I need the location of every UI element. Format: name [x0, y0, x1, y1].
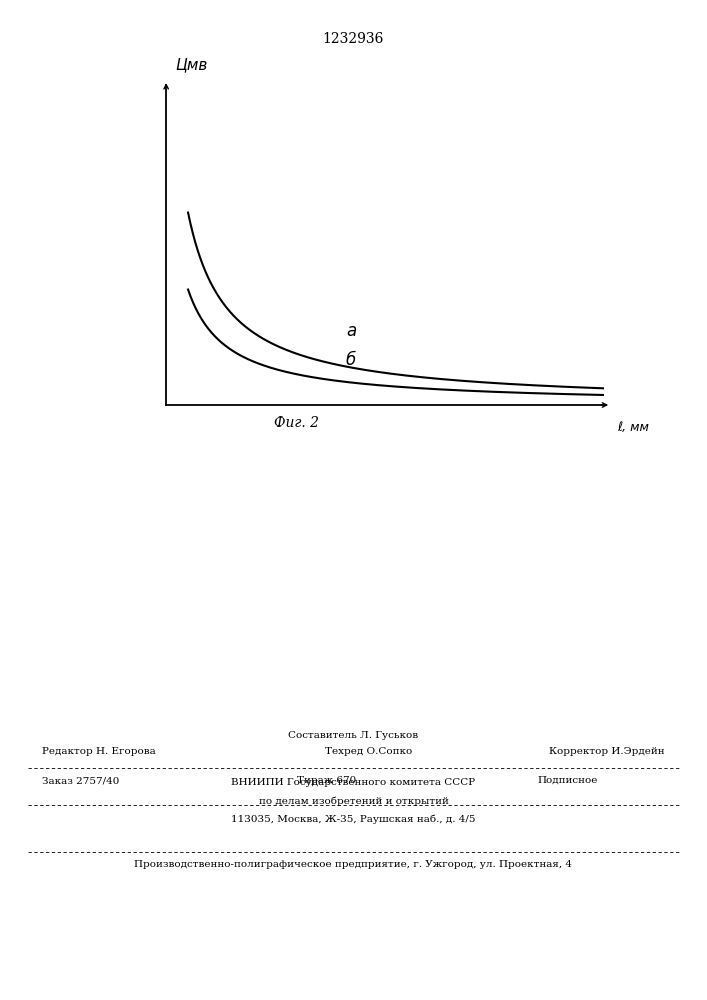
Text: Фиг. 2: Фиг. 2	[274, 416, 320, 430]
Text: а: а	[346, 322, 356, 340]
Text: Производственно-полиграфическое предприятие, г. Ужгород, ул. Проектная, 4: Производственно-полиграфическое предприя…	[134, 860, 573, 869]
Text: Редактор Н. Егорова: Редактор Н. Егорова	[42, 747, 156, 756]
Text: 113035, Москва, Ж-35, Раушская наб., д. 4/5: 113035, Москва, Ж-35, Раушская наб., д. …	[231, 814, 476, 824]
Text: по делам изобретений и открытий: по делам изобретений и открытий	[259, 796, 448, 806]
Text: Заказ 2757/40: Заказ 2757/40	[42, 776, 119, 785]
Text: 1232936: 1232936	[323, 32, 384, 46]
Text: Тираж 670: Тираж 670	[297, 776, 356, 785]
Text: б: б	[346, 351, 356, 369]
Text: Техред О.Сопко: Техред О.Сопко	[325, 747, 412, 756]
Text: ВНИИПИ Государственного комитета СССР: ВНИИПИ Государственного комитета СССР	[231, 778, 476, 787]
Text: Подписное: Подписное	[537, 776, 597, 785]
Text: Цмв: Цмв	[175, 57, 207, 72]
Text: ℓ, мм: ℓ, мм	[618, 421, 650, 434]
Text: Составитель Л. Гуськов: Составитель Л. Гуськов	[288, 731, 419, 740]
Text: Корректор И.Эрдейн: Корректор И.Эрдейн	[549, 747, 665, 756]
